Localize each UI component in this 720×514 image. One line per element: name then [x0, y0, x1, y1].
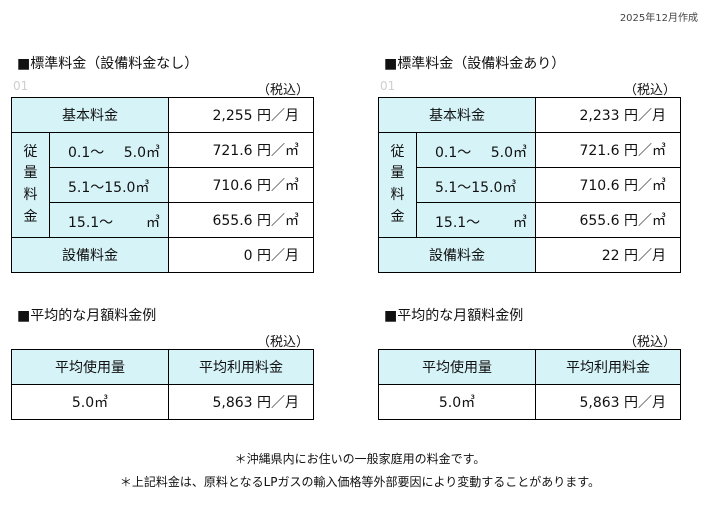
usage-label-char: 金 — [23, 208, 38, 225]
usage-label-char: 従 — [23, 143, 38, 160]
tier-to: 5.0㎥ — [123, 145, 160, 161]
tier-range: 5.1～15.0㎥ — [416, 167, 536, 203]
tier-range: 15.1～ ㎥ — [416, 202, 536, 238]
average-value-row: 5.0㎥ 5,863 円／月 — [378, 384, 681, 420]
created-date: 2025年12月作成 — [619, 13, 698, 24]
tier-to: 5.0㎥ — [490, 145, 527, 161]
average-header-row: 平均使用量 平均利用料金 — [378, 349, 681, 385]
average-usage-value: 5.0㎥ — [378, 384, 536, 420]
tier-range: 5.1～15.0㎥ — [49, 167, 169, 203]
tier-range: 15.1～ ㎥ — [49, 202, 169, 238]
average-charge-header: 平均利用料金 — [535, 349, 681, 385]
average-charge-value: 5,863 円／月 — [535, 384, 681, 420]
average-usage-header: 平均使用量 — [378, 349, 536, 385]
equipment-fee-value: 0 円／月 — [168, 237, 314, 273]
faint-number: 01 — [380, 79, 396, 93]
rate-section-title: ■標準料金（設備料金あり） — [384, 56, 566, 72]
tier-price: 721.6 円／㎥ — [168, 132, 314, 168]
average-section-title: ■平均的な月額料金例 — [384, 308, 524, 324]
average-usage-header: 平均使用量 — [11, 349, 169, 385]
average-table: 平均使用量 平均利用料金 5.0㎥ 5,863 円／月 — [378, 349, 681, 420]
rate-table: 基本料金 2,233 円／月 従 量 料 金 0.1～ 5.0㎥ 721.6 円… — [378, 97, 681, 273]
tier-to: ㎥ — [513, 215, 527, 231]
usage-label-char: 量 — [390, 165, 405, 182]
usage-label-char: 従 — [390, 143, 405, 160]
basic-fee-label: 基本料金 — [11, 97, 169, 133]
equipment-fee-row: 設備料金 0 円／月 — [11, 237, 314, 273]
equipment-fee-row: 設備料金 22 円／月 — [378, 237, 681, 273]
basic-fee-label: 基本料金 — [378, 97, 536, 133]
tax-included-label: （税込） — [256, 83, 309, 98]
usage-tier-row: 15.1～ ㎥ 655.6 円／㎥ — [12, 202, 314, 238]
usage-fee-label: 従 量 料 金 — [11, 132, 50, 238]
footnote-price-variation: ＊上記料金は、原料となるLPガスの輸入価格等外部要因により変動することがあります… — [119, 475, 601, 489]
usage-tier-row: 5.1～15.0㎥ 710.6 円／㎥ — [12, 167, 314, 203]
basic-fee-row: 基本料金 2,233 円／月 — [378, 97, 681, 133]
tier-from: 0.1～ — [68, 145, 105, 161]
tier-from: 5.1～15.0㎥ — [68, 180, 150, 196]
basic-fee-row: 基本料金 2,255 円／月 — [11, 97, 314, 133]
basic-fee-value: 2,255 円／月 — [168, 97, 314, 133]
usage-tier-row: 従 量 料 金 0.1～ 5.0㎥ 721.6 円／㎥ — [378, 132, 681, 238]
tier-price: 710.6 円／㎥ — [168, 167, 314, 203]
footnote-residential: ＊沖縄県内にお住いの一般家庭用の料金です。 — [234, 452, 486, 466]
tier-from: 15.1～ — [68, 215, 114, 231]
usage-tier-row: 従 量 料 金 0.1～ 5.0㎥ 721.6 円／㎥ — [11, 132, 314, 238]
tier-price: 655.6 円／㎥ — [168, 202, 314, 238]
equipment-fee-label: 設備料金 — [378, 237, 536, 273]
rate-table: 基本料金 2,255 円／月 従 量 料 金 0.1～ 5.0㎥ 721.6 円… — [11, 97, 314, 273]
equipment-fee-label: 設備料金 — [11, 237, 169, 273]
usage-label-char: 量 — [23, 165, 38, 182]
faint-number: 01 — [13, 79, 29, 93]
tier-price: 721.6 円／㎥ — [535, 132, 681, 168]
average-usage-value: 5.0㎥ — [11, 384, 169, 420]
usage-label-char: 金 — [390, 208, 405, 225]
average-value-row: 5.0㎥ 5,863 円／月 — [11, 384, 314, 420]
usage-label-char: 料 — [390, 187, 405, 203]
tier-price: 655.6 円／㎥ — [535, 202, 681, 238]
tier-from: 15.1～ — [435, 215, 481, 231]
average-section-title: ■平均的な月額料金例 — [17, 308, 157, 324]
tier-range: 0.1～ 5.0㎥ — [49, 132, 169, 168]
average-charge-header: 平均利用料金 — [168, 349, 314, 385]
equipment-fee-value: 22 円／月 — [535, 237, 681, 273]
usage-fee-label: 従 量 料 金 — [378, 132, 417, 238]
usage-tier-row: 5.1～15.0㎥ 710.6 円／㎥ — [379, 167, 681, 203]
tier-price: 710.6 円／㎥ — [535, 167, 681, 203]
tax-included-label: （税込） — [623, 335, 676, 350]
rate-section-title: ■標準料金（設備料金なし） — [17, 56, 199, 72]
basic-fee-value: 2,233 円／月 — [535, 97, 681, 133]
tier-from: 0.1～ — [435, 145, 472, 161]
tier-from: 5.1～15.0㎥ — [435, 180, 517, 196]
tax-included-label: （税込） — [623, 83, 676, 98]
tier-range: 0.1～ 5.0㎥ — [416, 132, 536, 168]
average-table: 平均使用量 平均利用料金 5.0㎥ 5,863 円／月 — [11, 349, 314, 420]
usage-tier-row: 15.1～ ㎥ 655.6 円／㎥ — [379, 202, 681, 238]
average-charge-value: 5,863 円／月 — [168, 384, 314, 420]
usage-label-char: 料 — [23, 187, 38, 203]
tax-included-label: （税込） — [256, 335, 309, 350]
average-header-row: 平均使用量 平均利用料金 — [11, 349, 314, 385]
tier-to: ㎥ — [146, 215, 160, 231]
